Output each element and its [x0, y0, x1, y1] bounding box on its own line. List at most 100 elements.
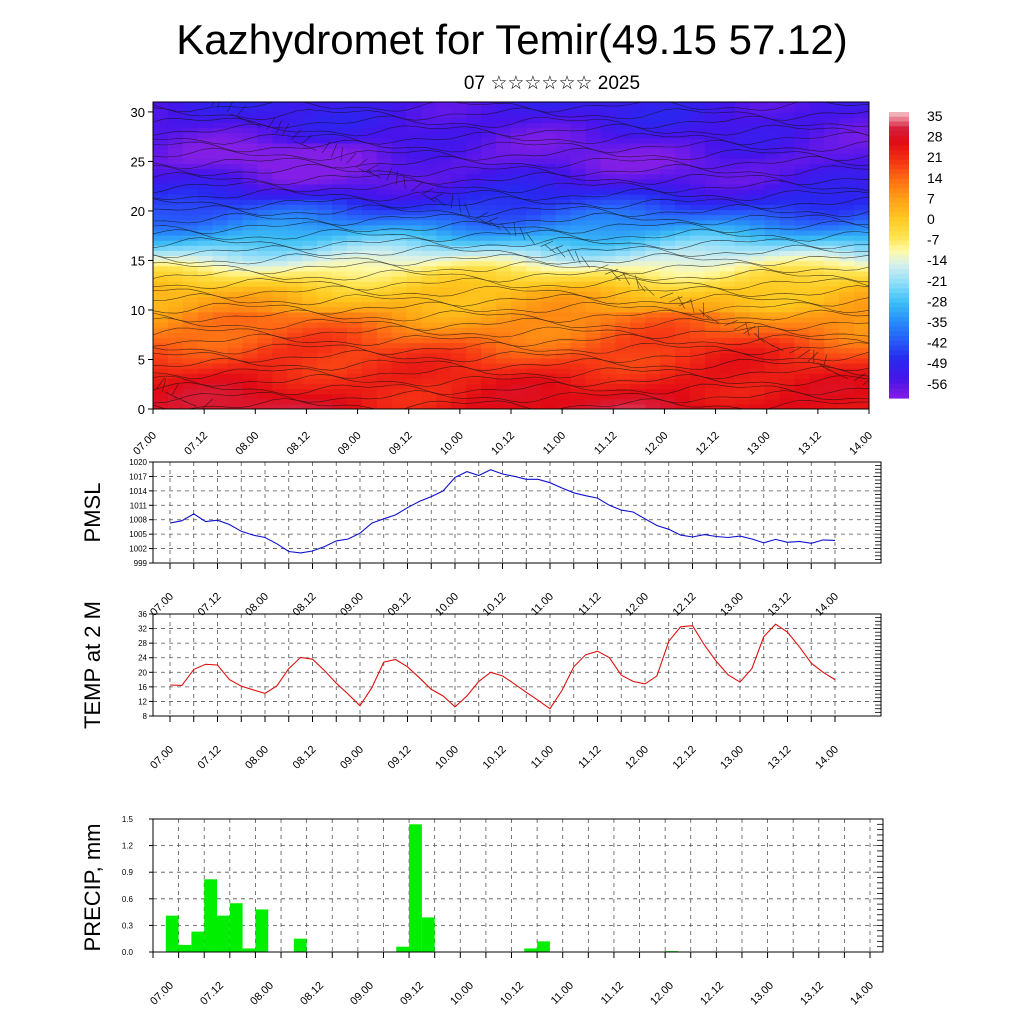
heatmap-cell [749, 250, 766, 257]
heatmap-cell [451, 178, 467, 185]
heatmap-cell [406, 291, 423, 298]
heatmap-cell [511, 398, 527, 405]
heatmap-cell [212, 214, 229, 221]
precip-y-tick-label: 1.5 [122, 815, 134, 824]
heatmap-cell [376, 188, 393, 195]
heatmap-cell [645, 275, 661, 282]
heatmap-cell [332, 337, 348, 344]
heatmap-cell [794, 275, 810, 282]
heatmap-cell [227, 255, 244, 262]
heatmap-cell [660, 255, 676, 262]
heatmap-cell [361, 362, 378, 369]
heatmap-cell [854, 132, 869, 139]
heatmap-cell [854, 158, 869, 164]
heatmap-cell [257, 337, 273, 344]
heatmap-cell [630, 306, 646, 313]
heatmap-cell [197, 383, 214, 390]
heatmap-cell [436, 306, 452, 313]
heatmap-cell [227, 398, 244, 405]
heatmap-cell [511, 347, 527, 354]
heatmap-cell [332, 229, 348, 236]
heatmap-cell [779, 245, 796, 251]
heatmap-cell [361, 132, 378, 139]
heatmap-cell [496, 117, 512, 124]
wind-streamline [153, 253, 869, 267]
heatmap-cell [361, 388, 378, 395]
heatmap-cell [794, 393, 810, 400]
heatmap-cell [511, 199, 527, 205]
pmsl-y-tick-label: 1017 [129, 472, 147, 481]
heatmap-cell [615, 347, 631, 354]
heatmap-cell [332, 352, 348, 359]
heatmap-cell [406, 112, 423, 118]
heatmap-cell [212, 347, 229, 354]
heatmap-cell [615, 342, 631, 349]
heatmap-cell [242, 388, 259, 395]
heatmap-cell [809, 275, 825, 282]
heatmap-cell [182, 393, 199, 400]
heatmap-cell [212, 153, 229, 159]
colorbar-swatch [889, 345, 909, 351]
heatmap-cell [406, 224, 423, 231]
heatmap-cell [317, 352, 333, 359]
heatmap-cell [451, 373, 467, 379]
heatmap-cell [242, 214, 259, 221]
heatmap-cell [809, 127, 825, 134]
heatmap-cell [839, 117, 855, 124]
heatmap-cell [391, 301, 408, 308]
heatmap-cell [540, 173, 557, 180]
heatmap-cell [525, 235, 542, 241]
heatmap-cell [227, 275, 244, 282]
heatmap-cell [153, 153, 169, 159]
heatmap-cell [764, 199, 781, 205]
heatmap-cell [212, 306, 229, 313]
heatmap-cell [824, 337, 840, 344]
heatmap-cell [332, 112, 348, 118]
heatmap-cell [153, 393, 169, 400]
heatmap-cell [182, 255, 199, 262]
heatmap-cell [645, 357, 661, 364]
heatmap-cell [302, 296, 318, 303]
heatmap-cell [451, 352, 467, 359]
heatmap-cell [794, 132, 810, 139]
heatmap-cell [615, 388, 631, 395]
heatmap-cell [496, 255, 512, 262]
heatmap-cell [317, 403, 333, 409]
heatmap-cell [570, 362, 587, 369]
heatmap-cell [555, 107, 572, 113]
heatmap-cell [421, 199, 438, 205]
heatmap-cell [421, 178, 438, 185]
heatmap-cell [182, 178, 199, 185]
heatmap-cell [824, 373, 840, 379]
wind-barb [733, 323, 747, 330]
heatmap-cell [555, 122, 572, 129]
heatmap-cell [227, 117, 244, 124]
heatmap-cell [690, 357, 706, 364]
heatmap-cell [153, 306, 169, 313]
heatmap-cell [421, 337, 438, 344]
heatmap-cell [257, 178, 273, 185]
heatmap-cell [332, 327, 348, 333]
heatmap-cell [287, 260, 303, 267]
heatmap-cell [645, 199, 661, 205]
heatmap-cell [764, 240, 781, 246]
heatmap-cell [346, 357, 363, 364]
heatmap-cell [481, 357, 497, 364]
heatmap-cell [197, 286, 214, 292]
heatmap-cell [540, 362, 557, 369]
heatmap-cell [749, 219, 766, 226]
heatmap-cell [167, 127, 184, 134]
heatmap-cell [525, 327, 542, 333]
heatmap-cell [376, 229, 393, 236]
heatmap-cell [227, 357, 244, 364]
heatmap-cell [466, 275, 482, 282]
heatmap-cell [704, 194, 721, 200]
heatmap-cell [675, 393, 691, 400]
heatmap-cell [570, 286, 587, 292]
heatmap-cell [675, 224, 691, 231]
heatmap-cell [332, 281, 348, 287]
heatmap-cell [525, 373, 542, 379]
heatmap-cell [585, 102, 602, 108]
heatmap-cell [153, 388, 169, 395]
heatmap-cell [212, 260, 229, 267]
